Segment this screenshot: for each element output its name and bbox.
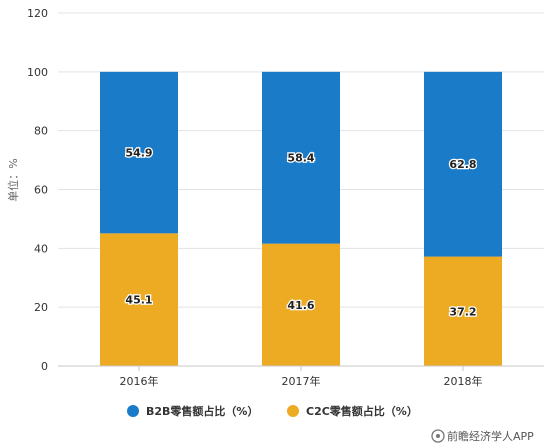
legend-label-c2c: C2C零售额占比（%） (306, 404, 418, 418)
bar-c2c[interactable] (262, 243, 340, 366)
legend-swatch-c2c (287, 405, 299, 417)
legend-item-b2b[interactable]: B2B零售额占比（%） (127, 404, 258, 418)
y-tick-label: 40 (34, 242, 48, 255)
x-tick-label: 2017年 (282, 374, 321, 388)
data-label-c2c: 41.6 (287, 299, 314, 312)
y-axis-ticks: 0 20 40 60 80 100 120 (27, 7, 48, 373)
qianzhan-logo-dot (436, 434, 440, 438)
data-labels: 45.1 54.9 41.6 58.4 37.2 62.8 (124, 145, 478, 319)
bars (100, 71, 502, 366)
bar-b2b[interactable] (100, 71, 178, 234)
data-label-c2c: 45.1 (125, 294, 152, 307)
legend-label-b2b: B2B零售额占比（%） (146, 404, 258, 418)
data-label-b2b: 62.8 (449, 158, 476, 171)
bar-c2c[interactable] (100, 233, 178, 366)
y-tick-label: 120 (27, 7, 48, 20)
legend-swatch-b2b (127, 405, 139, 417)
legend-item-c2c[interactable]: C2C零售额占比（%） (287, 404, 418, 418)
bar-b2b[interactable] (262, 71, 340, 244)
x-tick-label: 2018年 (444, 374, 483, 388)
y-tick-label: 20 (34, 301, 48, 314)
y-tick-label: 100 (27, 66, 48, 79)
watermark-text: 前瞻经济学人APP (447, 429, 534, 443)
y-tick-label: 0 (41, 360, 48, 373)
legend: B2B零售额占比（%） C2C零售额占比（%） (127, 404, 418, 418)
y-tick-label: 60 (34, 184, 48, 197)
x-axis-ticks: 2016年 2017年 2018年 (120, 366, 483, 388)
watermark: 前瞻经济学人APP (431, 429, 534, 443)
y-tick-label: 80 (34, 125, 48, 138)
data-label-b2b: 58.4 (287, 152, 314, 165)
data-label-c2c: 37.2 (449, 305, 476, 318)
x-tick-label: 2016年 (120, 374, 159, 388)
data-label-b2b: 54.9 (125, 147, 152, 160)
bar-b2b[interactable] (424, 71, 502, 257)
bar-c2c[interactable] (424, 256, 502, 366)
qianzhan-logo-icon (431, 429, 445, 443)
y-axis-title: 单位：% (6, 158, 20, 201)
